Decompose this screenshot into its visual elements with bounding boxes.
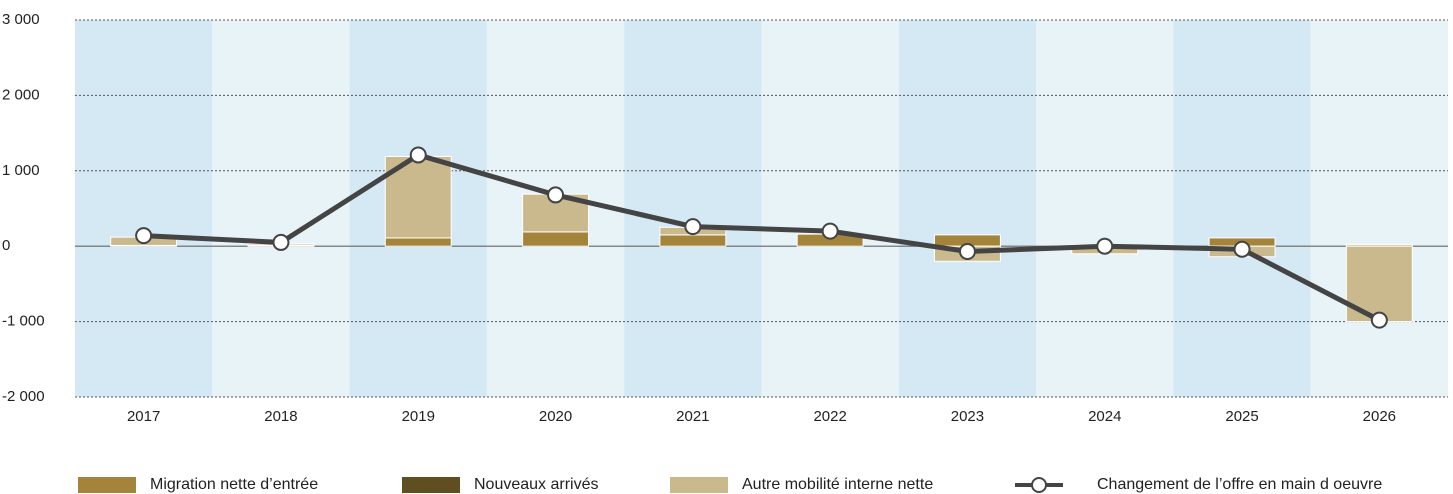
y-tick-label: 2 000 (2, 86, 40, 103)
y-tick-label: -1 000 (2, 313, 45, 330)
band (624, 20, 762, 397)
bar (384, 237, 452, 247)
y-tick-label: 1 000 (2, 162, 40, 179)
x-tick-label: 2024 (1088, 408, 1121, 425)
marker (1370, 311, 1388, 329)
marker (272, 233, 290, 251)
x-tick-label: 2026 (1363, 408, 1396, 425)
legend-label: Nouveaux arrivés (474, 476, 599, 493)
y-tick-label: 0 (2, 237, 10, 254)
marker (409, 146, 427, 164)
line (143, 152, 1381, 323)
marker (547, 186, 565, 204)
x-tick-label: 2023 (951, 408, 984, 425)
band (1310, 20, 1448, 397)
x-tick-label: 2019 (402, 408, 435, 425)
x-tick-label: 2020 (539, 408, 572, 425)
x-tick-label: 2018 (264, 408, 297, 425)
legend-label: Migration nette d’entrée (150, 476, 318, 493)
legend-swatch (78, 477, 136, 493)
band (1036, 20, 1174, 397)
x-tick-label: 2021 (676, 408, 709, 425)
marker (135, 227, 153, 245)
bar (659, 234, 727, 247)
marker (821, 222, 839, 240)
band (898, 20, 1037, 397)
legend-label: Changement de l’offre en main d oeuvre (1097, 476, 1382, 493)
bar (384, 155, 452, 239)
legend-swatch (670, 477, 728, 493)
legend-marker (1031, 477, 1047, 493)
x-tick-label: 2025 (1225, 408, 1258, 425)
bar (522, 231, 590, 247)
marker (1233, 240, 1251, 258)
bar (1345, 245, 1413, 323)
x-tick-label: 2017 (127, 408, 160, 425)
y-tick-label: 3 000 (2, 11, 40, 28)
y-tick-label: -2 000 (2, 388, 45, 405)
band (75, 20, 213, 397)
band (212, 20, 350, 397)
band (761, 20, 899, 397)
band (1173, 20, 1311, 397)
marker (1096, 237, 1114, 255)
legend-swatch (402, 477, 460, 493)
x-tick-label: 2022 (813, 408, 846, 425)
marker (958, 242, 976, 260)
legend-label: Autre mobilité interne nette (742, 476, 933, 493)
marker (684, 218, 702, 236)
